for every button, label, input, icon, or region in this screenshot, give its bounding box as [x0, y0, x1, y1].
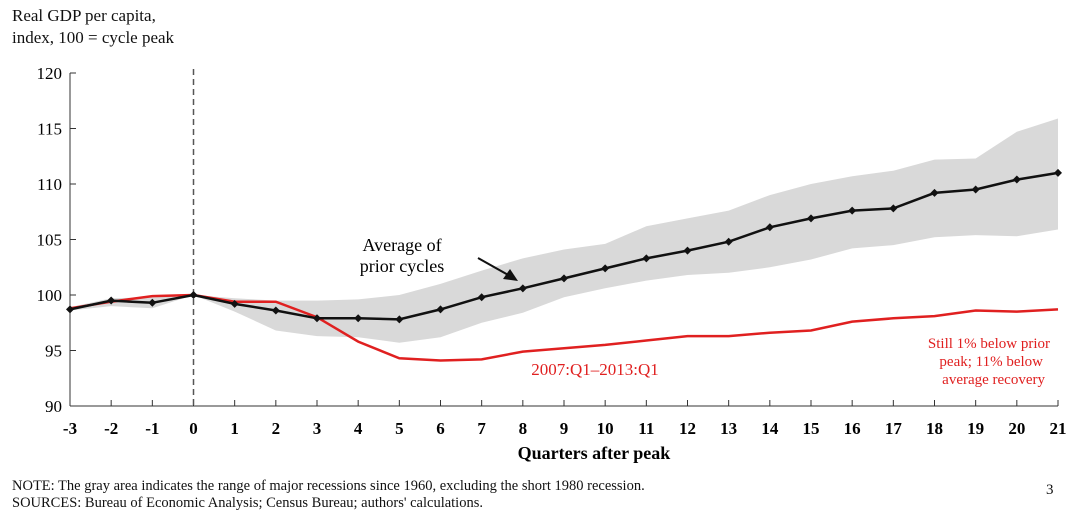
average-data-point	[148, 298, 157, 307]
average-data-point	[230, 299, 239, 308]
page-number: 3	[1046, 482, 1054, 498]
x-axis-title: Quarters after peak	[518, 443, 671, 463]
average-data-point	[66, 305, 74, 314]
average-data-point	[354, 314, 363, 323]
average-data-point	[477, 293, 486, 302]
average-data-point	[395, 315, 404, 324]
average-data-point	[1054, 168, 1062, 177]
x-tick-label: 7	[477, 419, 486, 438]
average-data-point	[765, 223, 774, 232]
still-below-annotation-line-3: average recovery	[942, 372, 1045, 388]
x-tick-label: 2	[272, 419, 281, 438]
y-tick-label: 120	[37, 64, 63, 83]
average-data-point	[642, 254, 651, 263]
average-data-point	[560, 274, 568, 283]
average-annotation-line-2: prior cycles	[360, 256, 444, 276]
y-tick-label: 90	[45, 397, 62, 416]
average-data-point	[601, 264, 610, 273]
y-tick-label: 105	[37, 231, 63, 250]
y-tick-label: 95	[45, 342, 62, 361]
chart-sources: SOURCES: Bureau of Economic Analysis; Ce…	[12, 495, 483, 511]
x-tick-label: 13	[720, 419, 737, 438]
average-annotation-arrowhead	[503, 269, 518, 281]
x-tick-label: 14	[761, 419, 779, 438]
average-data-point	[683, 246, 692, 255]
average-data-point	[313, 314, 321, 323]
current-cycle-annotation: 2007:Q1–2013:Q1	[531, 360, 659, 379]
x-tick-label: 6	[436, 419, 445, 438]
x-tick-label: 16	[844, 419, 861, 438]
x-tick-label: -3	[63, 419, 77, 438]
x-tick-label: 12	[679, 419, 696, 438]
x-tick-label: 20	[1008, 419, 1025, 438]
recession-range-band	[70, 118, 1058, 343]
x-tick-label: 11	[638, 419, 654, 438]
average-data-point	[518, 284, 527, 293]
average-data-point	[271, 306, 280, 315]
still-below-annotation-line-1: Still 1% below prior	[928, 336, 1050, 352]
average-annotation-line-1: Average of	[362, 235, 441, 255]
x-tick-label: 8	[519, 419, 528, 438]
x-tick-label: 17	[885, 419, 903, 438]
y-tick-label: 115	[37, 120, 62, 139]
still-below-annotation-line-2: peak; 11% below	[939, 354, 1043, 370]
x-tick-label: 5	[395, 419, 404, 438]
average-data-point	[807, 214, 815, 223]
x-tick-label: 4	[354, 419, 363, 438]
average-annotation-arrow-shaft	[477, 257, 511, 277]
y-axis-title-line-2: index, 100 = cycle peak	[12, 28, 175, 47]
average-data-point	[971, 185, 980, 194]
y-axis-title-line-1: Real GDP per capita,	[12, 6, 156, 25]
x-tick-label: 1	[230, 419, 239, 438]
average-data-point	[107, 296, 116, 305]
x-tick-label: 10	[597, 419, 614, 438]
x-tick-label: 9	[560, 419, 569, 438]
average-data-point	[1012, 175, 1021, 184]
average-data-point	[189, 291, 198, 299]
chart-note: NOTE: The gray area indicates the range …	[12, 478, 645, 494]
average-data-point	[889, 204, 898, 213]
x-tick-label: 21	[1050, 419, 1067, 438]
y-tick-label: 100	[37, 286, 63, 305]
average-data-point	[724, 237, 733, 246]
x-tick-label: 15	[803, 419, 820, 438]
x-tick-label: 0	[189, 419, 198, 438]
x-tick-label: -2	[104, 419, 118, 438]
y-tick-label: 110	[37, 175, 62, 194]
average-data-point	[848, 206, 857, 215]
x-tick-label: -1	[145, 419, 159, 438]
average-data-point	[436, 305, 445, 314]
x-tick-label: 18	[926, 419, 943, 438]
x-tick-label: 19	[967, 419, 984, 438]
x-tick-label: 3	[313, 419, 322, 438]
average-data-point	[930, 188, 939, 197]
